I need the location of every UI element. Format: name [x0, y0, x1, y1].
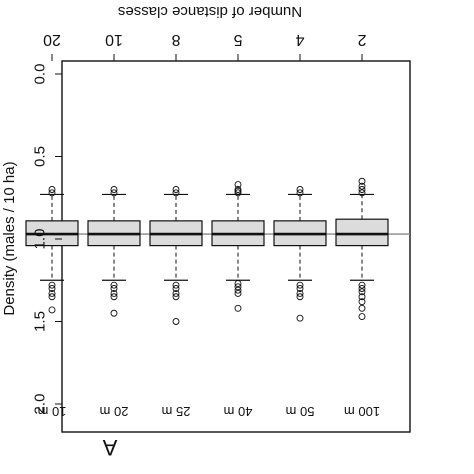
outlier-point: [172, 285, 180, 292]
outlier-point: [296, 186, 304, 193]
y-tick-label: 1.5: [32, 311, 49, 332]
box-group-4: [273, 186, 327, 322]
outlier-point: [358, 288, 366, 296]
box-group-10: [87, 186, 141, 317]
outlier-point: [48, 306, 56, 314]
y-tick-label: 0.5: [32, 146, 49, 167]
x-tick-label: 2: [357, 31, 366, 48]
outlier-point: [234, 286, 242, 294]
outlier-point: [48, 289, 56, 297]
outlier-point: [234, 283, 242, 291]
outlier-point: [48, 186, 56, 193]
box-group-20: [25, 186, 79, 314]
outlier-point: [172, 189, 180, 197]
outlier-point: [110, 289, 118, 297]
outlier-point: [358, 182, 366, 190]
outlier-point: [172, 289, 180, 297]
outlier-point: [358, 293, 366, 301]
distance-label: 50 m: [286, 404, 315, 419]
outlier-point: [358, 177, 366, 185]
y-tick-label: 2.0: [32, 394, 49, 415]
outlier-point: [234, 304, 242, 312]
outlier-point: [296, 281, 304, 289]
outlier-point: [296, 314, 304, 322]
box-group-2: [335, 177, 389, 321]
outlier-point: [110, 186, 118, 193]
outlier-point: [172, 281, 180, 289]
outlier-point: [110, 281, 118, 289]
outlier-point: [358, 298, 366, 306]
distance-label: 100 m: [344, 404, 380, 419]
box-group-5: [211, 181, 265, 312]
outlier-point: [48, 189, 56, 197]
outlier-point: [234, 289, 242, 297]
x-tick-label: 4: [295, 31, 304, 48]
outlier-point: [296, 293, 304, 301]
outlier-point: [358, 285, 366, 292]
x-tick-label: 8: [171, 31, 180, 48]
box-body: [335, 218, 389, 247]
y-axis-title: Density (males / 10 ha): [1, 161, 18, 315]
outlier-point: [172, 293, 180, 301]
box-group-8: [149, 186, 203, 325]
distance-label: 20 m: [100, 404, 129, 419]
outlier-point: [110, 285, 118, 292]
distance-label: 10 m: [38, 404, 67, 419]
x-tick-label: 20: [43, 31, 61, 48]
outlier-point: [296, 189, 304, 197]
y-tick-label: 0.0: [32, 64, 49, 85]
outlier-point: [48, 293, 56, 301]
outlier-point: [358, 304, 366, 312]
x-axis-title: Number of distance classes: [118, 3, 302, 20]
outlier-point: [358, 281, 366, 289]
x-tick-label: 10: [105, 31, 123, 48]
panel-label: A: [102, 435, 117, 460]
outlier-point: [110, 309, 118, 317]
y-tick-label: 1.0: [32, 229, 49, 250]
outlier-point: [296, 285, 304, 292]
distance-label: 40 m: [224, 404, 253, 419]
x-tick-label: 5: [233, 31, 242, 48]
outlier-point: [358, 186, 366, 193]
outlier-point: [234, 181, 242, 188]
distance-label: 25 m: [162, 404, 191, 419]
plot-frame: [61, 60, 411, 433]
outlier-point: [110, 293, 118, 301]
outlier-point: [234, 280, 242, 288]
outlier-point: [48, 285, 56, 292]
outlier-point: [110, 189, 118, 197]
outlier-point: [234, 189, 242, 197]
outlier-point: [48, 281, 56, 289]
outlier-point: [172, 186, 180, 193]
outlier-point: [296, 289, 304, 297]
outlier-point: [172, 318, 180, 325]
outlier-point: [358, 313, 366, 321]
outlier-point: [358, 189, 366, 197]
